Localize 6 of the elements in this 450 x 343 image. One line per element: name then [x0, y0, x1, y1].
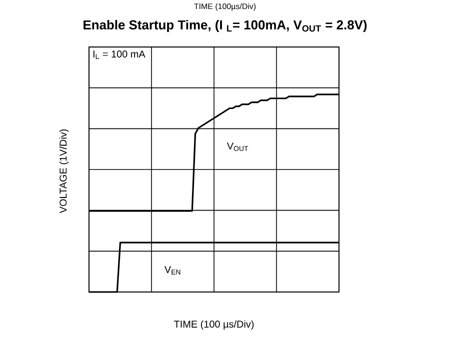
x-axis-title: TIME (100 µs/Div) — [174, 320, 254, 330]
y-axis-title: VOLTAGE (1V/Div) — [59, 129, 69, 214]
text: V$_{EN}$ — [164, 266, 180, 274]
text: V$_{OUT}$ — [226, 142, 248, 151]
text: I$_{L}$ = 100 mA — [93, 50, 146, 59]
chart-title: Enable Startup Time, (I $_{L}$= 100mA, V$_{OUT}$ = 2.8V) — [84, 20, 367, 32]
